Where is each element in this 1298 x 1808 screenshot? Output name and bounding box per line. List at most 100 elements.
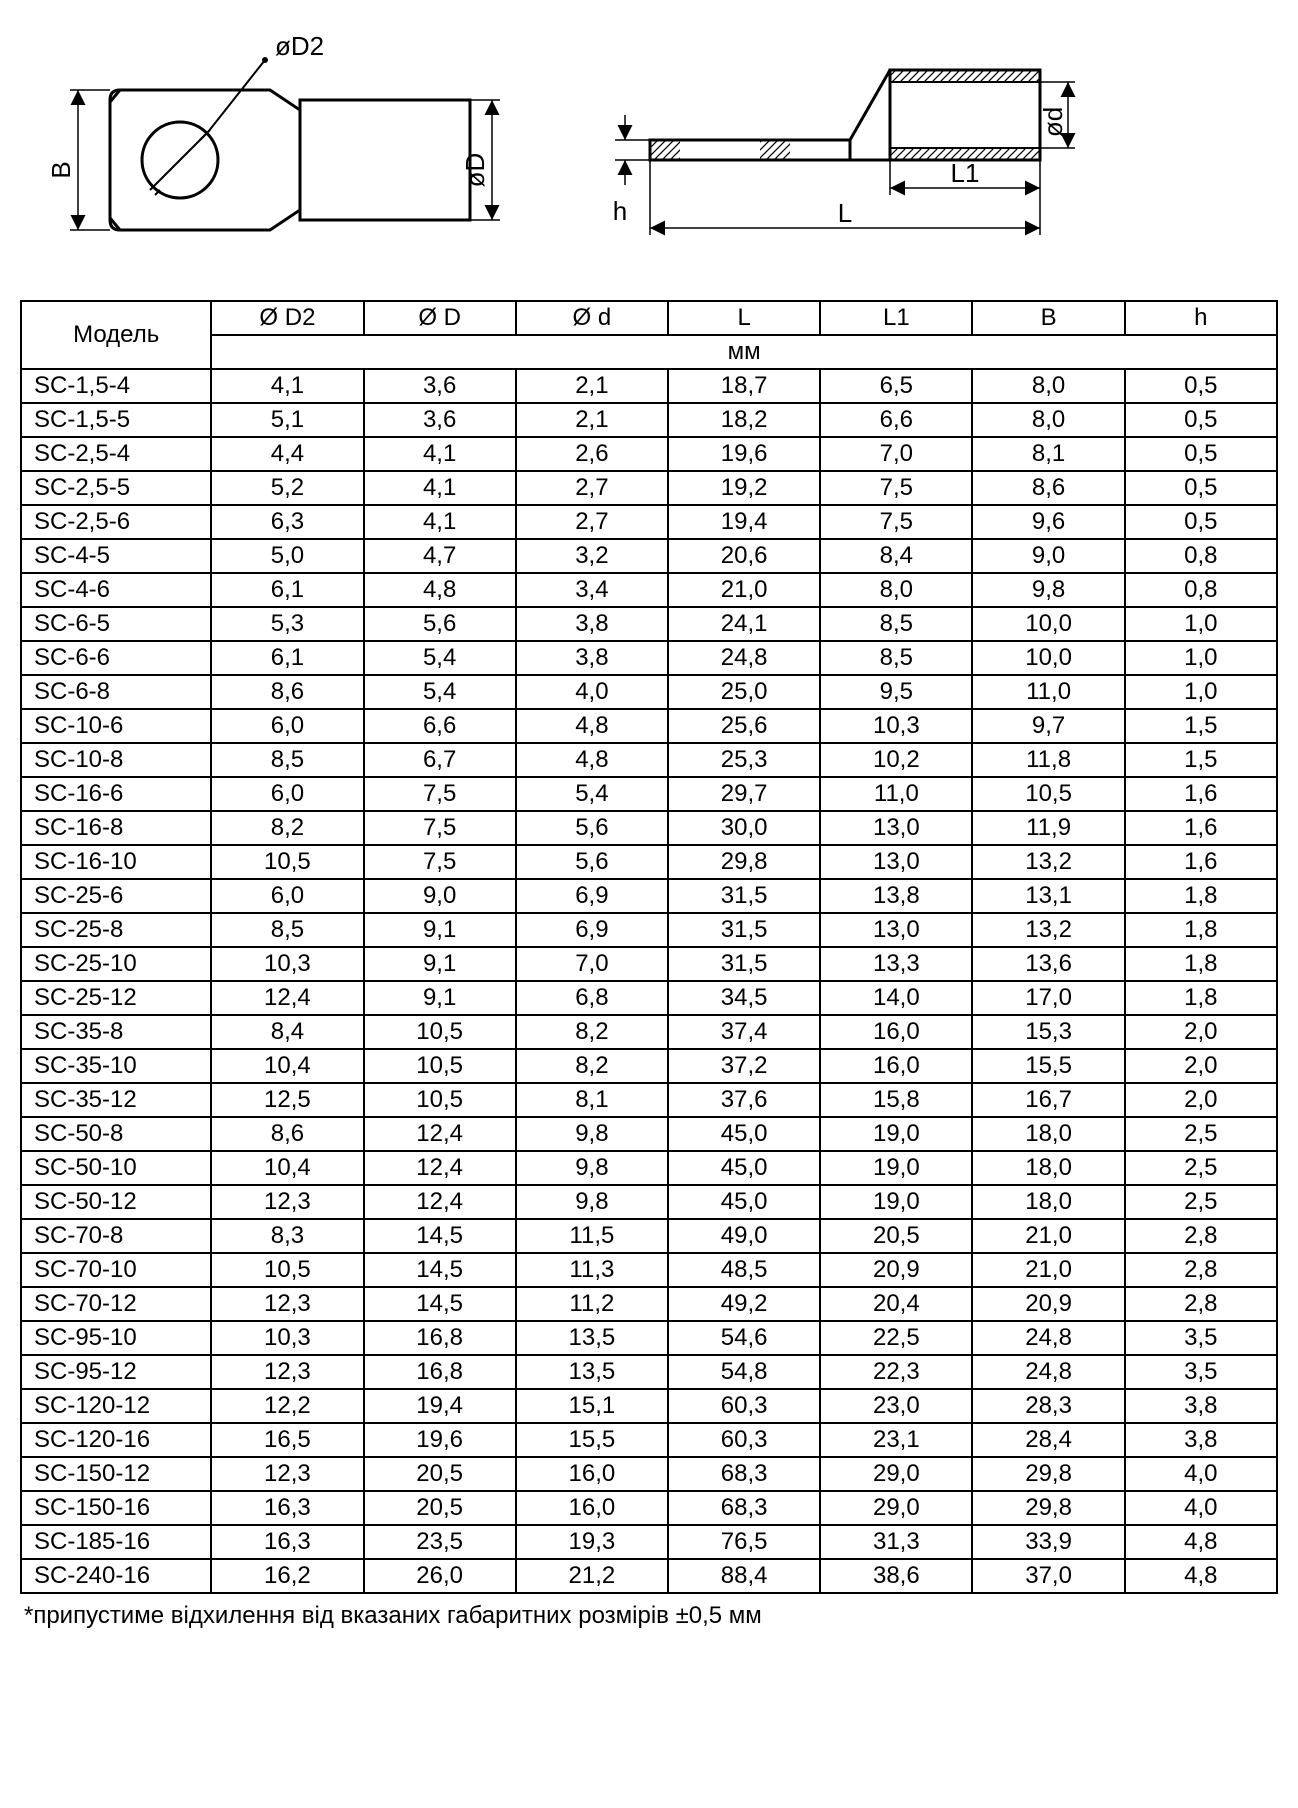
cell-value: 21,0 xyxy=(668,573,820,607)
label-L1: L1 xyxy=(951,158,980,188)
cell-value: 4,7 xyxy=(364,539,516,573)
cell-value: 13,2 xyxy=(972,913,1124,947)
cell-model: SC-10-8 xyxy=(21,743,211,777)
cell-value: 4,1 xyxy=(211,369,363,403)
cell-value: 5,4 xyxy=(364,641,516,675)
cell-value: 5,2 xyxy=(211,471,363,505)
cell-value: 25,3 xyxy=(668,743,820,777)
cell-value: 11,3 xyxy=(516,1253,668,1287)
cell-value: 37,2 xyxy=(668,1049,820,1083)
cell-value: 5,3 xyxy=(211,607,363,641)
cell-value: 2,7 xyxy=(516,505,668,539)
cell-value: 76,5 xyxy=(668,1525,820,1559)
cell-value: 30,0 xyxy=(668,811,820,845)
cell-value: 10,5 xyxy=(364,1049,516,1083)
cell-value: 11,2 xyxy=(516,1287,668,1321)
cell-value: 15,1 xyxy=(516,1389,668,1423)
table-row: SC-25-1010,39,17,031,513,313,61,8 xyxy=(21,947,1277,981)
table-row: SC-70-88,314,511,549,020,521,02,8 xyxy=(21,1219,1277,1253)
cell-value: 2,5 xyxy=(1125,1185,1277,1219)
cell-value: 3,2 xyxy=(516,539,668,573)
cell-value: 14,5 xyxy=(364,1219,516,1253)
cell-value: 20,9 xyxy=(820,1253,972,1287)
cell-value: 9,0 xyxy=(972,539,1124,573)
cell-value: 13,1 xyxy=(972,879,1124,913)
cell-value: 4,1 xyxy=(364,471,516,505)
cell-value: 29,0 xyxy=(820,1457,972,1491)
cell-model: SC-6-8 xyxy=(21,675,211,709)
header-L: L xyxy=(668,301,820,335)
cell-value: 19,4 xyxy=(668,505,820,539)
cell-value: 3,4 xyxy=(516,573,668,607)
cell-value: 18,0 xyxy=(972,1151,1124,1185)
cell-model: SC-25-12 xyxy=(21,981,211,1015)
table-row: SC-10-66,06,64,825,610,39,71,5 xyxy=(21,709,1277,743)
cell-value: 9,8 xyxy=(516,1117,668,1151)
cell-value: 28,3 xyxy=(972,1389,1124,1423)
cell-value: 23,5 xyxy=(364,1525,516,1559)
cell-value: 4,1 xyxy=(364,505,516,539)
cell-value: 20,5 xyxy=(820,1219,972,1253)
cell-model: SC-25-6 xyxy=(21,879,211,913)
cell-model: SC-16-8 xyxy=(21,811,211,845)
cell-value: 2,5 xyxy=(1125,1117,1277,1151)
header-h: h xyxy=(1125,301,1277,335)
cell-value: 88,4 xyxy=(668,1559,820,1593)
cell-model: SC-25-8 xyxy=(21,913,211,947)
cell-value: 6,8 xyxy=(516,981,668,1015)
diagram-top-view: øD2 B øD xyxy=(40,20,510,280)
header-unit: мм xyxy=(211,335,1277,369)
cell-value: 20,5 xyxy=(364,1457,516,1491)
cell-value: 4,0 xyxy=(516,675,668,709)
cell-value: 10,5 xyxy=(972,777,1124,811)
dimensions-table: Модель Ø D2 Ø D Ø d L L1 B h мм SC-1,5-4… xyxy=(20,300,1278,1594)
cell-value: 19,0 xyxy=(820,1151,972,1185)
cell-value: 7,0 xyxy=(516,947,668,981)
cell-value: 14,5 xyxy=(364,1253,516,1287)
cell-value: 9,1 xyxy=(364,913,516,947)
cell-value: 3,8 xyxy=(1125,1423,1277,1457)
cell-value: 8,2 xyxy=(516,1049,668,1083)
cell-value: 13,6 xyxy=(972,947,1124,981)
cell-model: SC-120-12 xyxy=(21,1389,211,1423)
header-L1: L1 xyxy=(820,301,972,335)
label-D: øD xyxy=(460,153,490,188)
cell-value: 0,5 xyxy=(1125,471,1277,505)
cell-value: 2,8 xyxy=(1125,1287,1277,1321)
table-row: SC-2,5-44,44,12,619,67,08,10,5 xyxy=(21,437,1277,471)
table-row: SC-95-1212,316,813,554,822,324,83,5 xyxy=(21,1355,1277,1389)
cell-value: 31,5 xyxy=(668,947,820,981)
cell-value: 23,1 xyxy=(820,1423,972,1457)
cell-value: 9,0 xyxy=(364,879,516,913)
cell-value: 10,3 xyxy=(211,1321,363,1355)
cell-value: 3,5 xyxy=(1125,1321,1277,1355)
cell-model: SC-2,5-6 xyxy=(21,505,211,539)
table-row: SC-25-88,59,16,931,513,013,21,8 xyxy=(21,913,1277,947)
cell-value: 8,6 xyxy=(211,1117,363,1151)
cell-model: SC-6-6 xyxy=(21,641,211,675)
cell-value: 11,9 xyxy=(972,811,1124,845)
cell-model: SC-70-8 xyxy=(21,1219,211,1253)
cell-value: 1,6 xyxy=(1125,811,1277,845)
cell-value: 20,5 xyxy=(364,1491,516,1525)
cell-value: 1,8 xyxy=(1125,981,1277,1015)
cell-value: 7,5 xyxy=(820,471,972,505)
cell-value: 24,8 xyxy=(668,641,820,675)
cell-value: 1,0 xyxy=(1125,641,1277,675)
table-row: SC-4-55,04,73,220,68,49,00,8 xyxy=(21,539,1277,573)
cell-value: 19,3 xyxy=(516,1525,668,1559)
cell-value: 13,3 xyxy=(820,947,972,981)
cell-value: 34,5 xyxy=(668,981,820,1015)
cell-value: 10,5 xyxy=(211,1253,363,1287)
cell-model: SC-35-10 xyxy=(21,1049,211,1083)
cell-value: 24,8 xyxy=(972,1321,1124,1355)
cell-value: 12,3 xyxy=(211,1185,363,1219)
cell-value: 1,8 xyxy=(1125,913,1277,947)
cell-model: SC-150-12 xyxy=(21,1457,211,1491)
cell-value: 2,1 xyxy=(516,403,668,437)
cell-value: 4,8 xyxy=(1125,1559,1277,1593)
cell-value: 4,4 xyxy=(211,437,363,471)
cell-model: SC-95-12 xyxy=(21,1355,211,1389)
table-row: SC-1,5-55,13,62,118,26,68,00,5 xyxy=(21,403,1277,437)
cell-value: 15,3 xyxy=(972,1015,1124,1049)
